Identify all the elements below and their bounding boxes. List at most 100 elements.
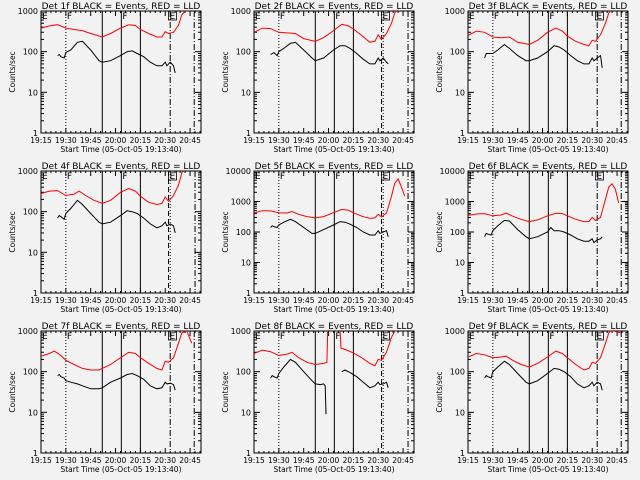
y-tick-label: 10000 <box>440 167 465 176</box>
x-tick-label: 20:00 <box>532 136 554 145</box>
series-line-events <box>270 218 389 237</box>
y-tick-label: 1 <box>246 449 251 458</box>
x-tick-label: 19:15 <box>243 136 265 145</box>
interval-marker-label: F <box>280 332 285 342</box>
y-tick-label: 1000 <box>231 7 251 16</box>
x-axis-label: Start Time (05-Oct-05 19:13:40) <box>60 145 181 154</box>
series-line-lld <box>468 331 621 371</box>
interval-marker-label: E <box>170 172 176 182</box>
x-tick-label: 19:45 <box>507 136 529 145</box>
y-tick-label: 1 <box>460 289 465 298</box>
y-axis-label: Counts/sec <box>221 371 230 412</box>
x-tick-label: 20:00 <box>532 296 554 305</box>
panel-title: Det 9f BLACK = Events, RED = LLD <box>469 322 628 332</box>
interval-marker-label: E <box>383 12 389 22</box>
series-line-events <box>484 360 603 391</box>
x-tick-label: 20:00 <box>532 456 554 465</box>
x-axis-label: Start Time (05-Oct-05 19:13:40) <box>273 145 394 154</box>
y-tick-label: 1000 <box>18 167 38 176</box>
interval-marker-label: F <box>494 332 499 342</box>
interval-marker-box <box>595 170 604 181</box>
x-tick-label: 20:45 <box>392 456 414 465</box>
x-axis-label: Start Time (05-Oct-05 19:13:40) <box>487 145 608 154</box>
interval-marker-label: E <box>597 332 603 342</box>
panel-title: Det 8f BLACK = Events, RED = LLD <box>255 322 414 332</box>
x-tick-label: 20:30 <box>367 456 389 465</box>
x-tick-label: 19:30 <box>482 136 504 145</box>
y-axis-label: Counts/sec <box>435 211 444 252</box>
panel-det-6: Det 6f BLACK = Events, RED = LLD 1 10 100 10… <box>435 162 629 314</box>
x-tick-label: 19:30 <box>482 456 504 465</box>
interval-marker-label: E <box>383 172 389 182</box>
series-line-lld <box>254 177 406 219</box>
y-tick-label: 1000 <box>18 7 38 16</box>
x-tick-label: 20:15 <box>557 456 579 465</box>
x-tick-label: 19:15 <box>30 296 52 305</box>
x-tick-label: 19:30 <box>268 456 290 465</box>
x-axis-label: Start Time (05-Oct-05 19:13:40) <box>487 305 608 314</box>
y-axis-label: Counts/sec <box>8 51 17 92</box>
x-tick-label: 19:45 <box>80 456 102 465</box>
y-tick-label: 100 <box>23 208 38 217</box>
x-tick-label: 19:30 <box>268 296 290 305</box>
x-tick-label: 19:45 <box>80 136 102 145</box>
x-tick-label: 20:15 <box>557 136 579 145</box>
x-axis-label: Start Time (05-Oct-05 19:13:40) <box>60 305 181 314</box>
y-tick-label: 100 <box>23 48 38 57</box>
y-tick-label: 100 <box>450 228 465 237</box>
x-tick-label: 19:45 <box>507 456 529 465</box>
panel-det-5: Det 5f BLACK = Events, RED = LLD 1 10 100 10… <box>221 162 415 314</box>
panel-title: Det 5f BLACK = Events, RED = LLD <box>255 162 414 172</box>
series-line-lld <box>254 331 329 366</box>
y-tick-label: 1000 <box>231 198 251 207</box>
y-axis-label: Counts/sec <box>435 371 444 412</box>
interval-marker-label: E <box>469 332 475 342</box>
panel-title: Det 7f BLACK = Events, RED = LLD <box>42 322 201 332</box>
x-tick-label: 20:30 <box>581 296 603 305</box>
interval-marker-label: F <box>494 12 499 22</box>
series-line-lld <box>41 11 187 38</box>
x-tick-label: 19:45 <box>293 296 315 305</box>
panel-det-4: Det 4f BLACK = Events, RED = LLD 1 10 100 10… <box>8 162 202 314</box>
x-tick-label: 20:45 <box>179 136 201 145</box>
y-tick-label: 100 <box>236 368 251 377</box>
panel-det-9: Det 9f BLACK = Events, RED = LLD 1 10 100 10… <box>435 322 629 474</box>
y-tick-label: 100 <box>450 368 465 377</box>
x-tick-label: 20:45 <box>179 456 201 465</box>
y-tick-label: 10 <box>241 88 251 97</box>
series-line-lld <box>468 11 611 47</box>
panel-title: Det 1f BLACK = Events, RED = LLD <box>42 2 201 12</box>
x-axis-label: Start Time (05-Oct-05 19:13:40) <box>273 305 394 314</box>
series-line-events <box>270 41 389 65</box>
y-axis-label: Counts/sec <box>8 371 17 412</box>
y-axis-label: Counts/sec <box>8 211 17 252</box>
x-tick-label: 20:15 <box>343 296 365 305</box>
x-tick-label: 20:15 <box>130 456 152 465</box>
y-tick-label: 10 <box>241 259 251 268</box>
interval-marker-label: F <box>67 332 72 342</box>
y-tick-label: 10 <box>28 248 38 257</box>
x-tick-label: 19:15 <box>30 136 52 145</box>
x-tick-label: 20:45 <box>606 296 628 305</box>
x-tick-label: 19:15 <box>457 296 479 305</box>
y-tick-label: 1000 <box>445 327 465 336</box>
x-tick-label: 20:00 <box>105 136 127 145</box>
panel-det-1: Det 1f BLACK = Events, RED = LLD 1 10 100 10… <box>8 2 202 154</box>
series-line-events <box>270 358 327 415</box>
x-tick-label: 19:45 <box>293 456 315 465</box>
interval-marker-label: E <box>597 172 603 182</box>
x-tick-label: 19:30 <box>268 136 290 145</box>
y-tick-label: 1 <box>33 289 38 298</box>
panel-title: Det 4f BLACK = Events, RED = LLD <box>42 162 201 172</box>
y-tick-label: 1 <box>246 129 251 138</box>
interval-marker-label: F <box>122 332 127 342</box>
interval-marker-label: F <box>280 172 285 182</box>
interval-marker-box <box>381 170 390 181</box>
y-tick-label: 1 <box>460 129 465 138</box>
panel-title: Det 2f BLACK = Events, RED = LLD <box>255 2 414 12</box>
x-tick-label: 19:30 <box>482 296 504 305</box>
x-tick-label: 19:45 <box>293 136 315 145</box>
series-line-lld <box>41 171 184 206</box>
x-tick-label: 19:15 <box>30 456 52 465</box>
